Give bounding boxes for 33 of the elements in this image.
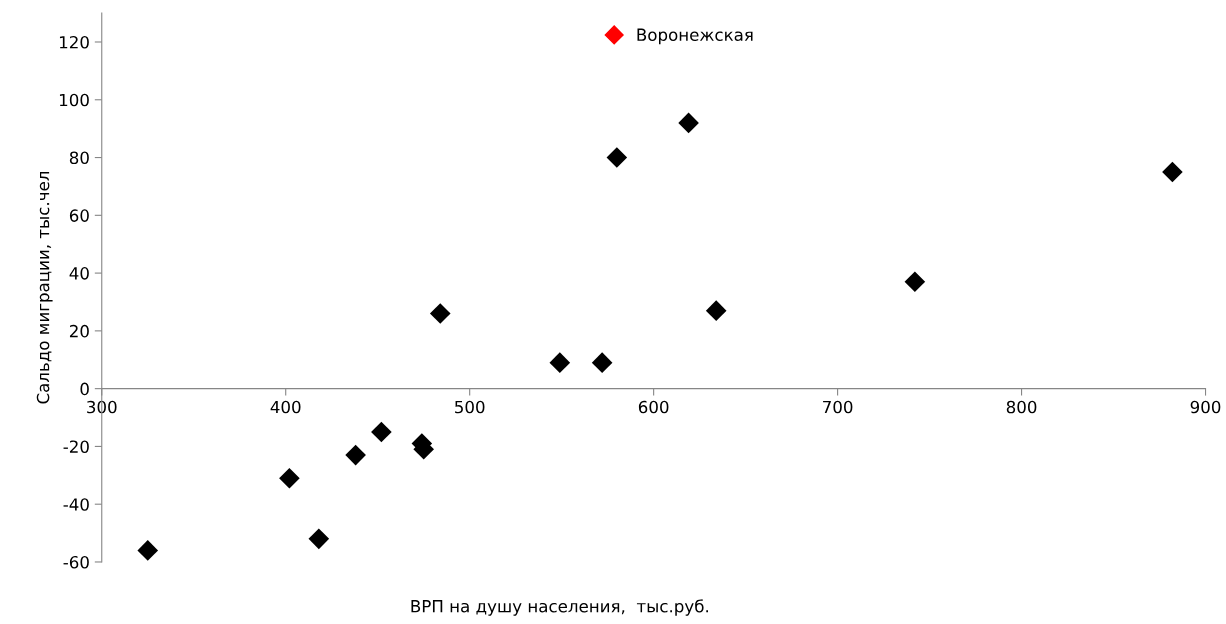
- x-tick-label: 600: [638, 400, 669, 414]
- y-axis-title: Сальдо миграции, тыс.чел: [36, 171, 53, 404]
- point: [678, 112, 699, 134]
- x-tick-label: 700: [823, 400, 853, 414]
- point: [606, 147, 628, 168]
- point: [591, 352, 613, 373]
- y-tick-label: 40: [69, 267, 89, 280]
- y-tick-label: 60: [69, 209, 89, 222]
- y-tick-label: 0: [80, 382, 89, 396]
- point: [705, 300, 727, 321]
- y-tick-label: 120: [59, 35, 89, 49]
- point: [308, 528, 330, 550]
- y-tick-label: 80: [69, 151, 89, 165]
- x-tick-label: 500: [455, 400, 485, 414]
- x-tick-label: 900: [1190, 400, 1221, 414]
- point: [1162, 161, 1183, 183]
- point: [429, 303, 451, 324]
- point: [904, 271, 926, 293]
- point: [371, 421, 392, 443]
- x-tick-label: 400: [270, 400, 301, 414]
- y-tick-label: -60: [63, 555, 89, 569]
- point: [549, 352, 571, 373]
- x-axis-title: ВРП на душу населения, тыс.руб.: [411, 599, 708, 616]
- point: [345, 444, 366, 466]
- y-tick-label: 100: [59, 93, 89, 107]
- point: [279, 467, 300, 489]
- x-tick-label: 300: [87, 400, 117, 414]
- x-tick-label: 800: [1006, 400, 1037, 414]
- point: [137, 540, 159, 561]
- legend-label: Воронежская: [637, 28, 753, 45]
- y-tick-label: -20: [63, 440, 89, 453]
- y-tick-label: -40: [63, 498, 89, 511]
- y-tick-label: 20: [69, 324, 89, 338]
